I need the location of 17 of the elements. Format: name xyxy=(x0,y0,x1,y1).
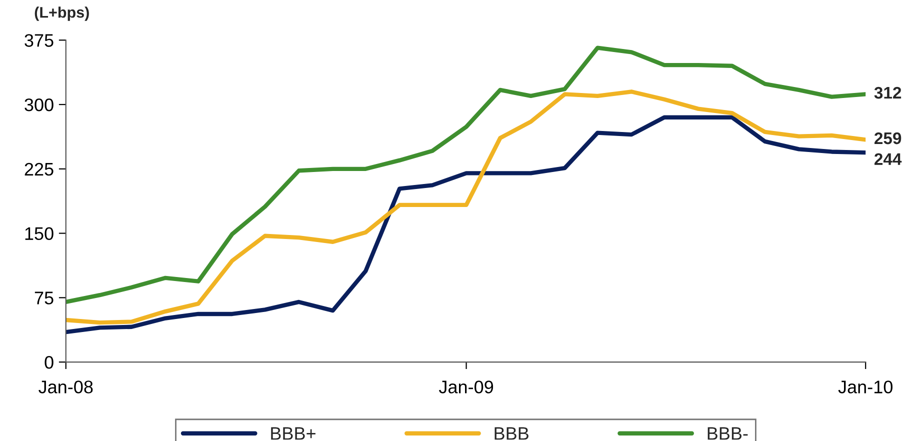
y-tick-label: 0 xyxy=(44,356,54,369)
annotation: 312 xyxy=(874,86,902,99)
legend-label: BBB xyxy=(494,427,528,440)
y-tick-label: 300 xyxy=(24,98,54,112)
y-tick-label: 375 xyxy=(24,34,54,47)
y-tick-label: 75 xyxy=(34,292,54,304)
legend-label: BBB+ xyxy=(271,427,316,440)
y-tick-label: 225 xyxy=(24,162,54,176)
line-series xyxy=(66,46,866,304)
x-tick-label: Jan-08 xyxy=(38,380,93,394)
annotation: 259 xyxy=(874,132,902,144)
annotation: 244 xyxy=(874,153,902,165)
y-axis-title: (L+bps) xyxy=(34,6,89,21)
legend-label: BBB- xyxy=(708,427,748,440)
x-tick-label: Jan-10 xyxy=(838,380,892,394)
x-tick-label: Jan-09 xyxy=(438,380,494,394)
y-tick-label: 150 xyxy=(25,227,54,240)
